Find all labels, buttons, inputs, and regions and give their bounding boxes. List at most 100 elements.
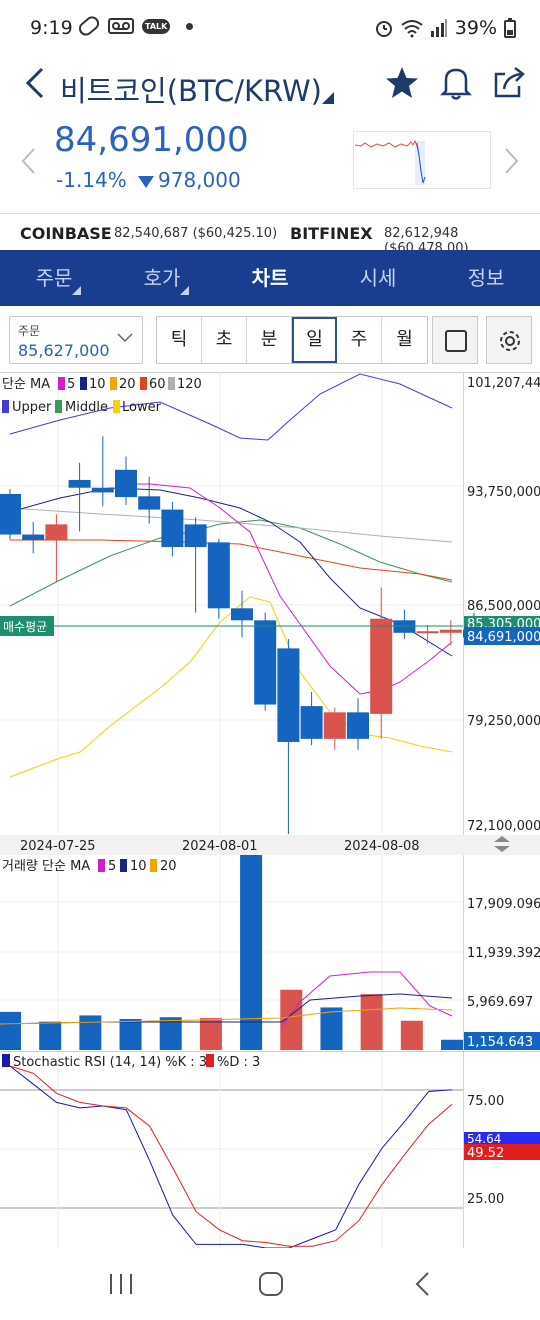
tab-info[interactable]: 정보 [432, 250, 540, 306]
down-triangle-icon [138, 175, 154, 188]
candle-body [138, 496, 161, 510]
bollinger-middle-line [9, 519, 453, 607]
ma10-swatch [80, 377, 87, 390]
date-tick-0: 2024-07-25 [20, 839, 96, 854]
tab-menu-indicator-icon [72, 286, 81, 295]
volume-ma20-line [0, 1007, 453, 1025]
tab-order[interactable]: 주문 [0, 250, 108, 306]
home-icon[interactable] [256, 1270, 286, 1298]
period-minute[interactable]: 분 [247, 317, 292, 363]
stoch-k-value: 54.64 [467, 1132, 501, 1146]
chevron-down-icon [117, 333, 133, 343]
nav-back-icon[interactable] [408, 1270, 438, 1298]
tab-chart[interactable]: 차트 [216, 250, 324, 306]
volume-ma5-line [281, 971, 453, 1027]
system-nav-bar [0, 1248, 540, 1320]
volume-bar [360, 994, 383, 1050]
vol-ma20-swatch [150, 859, 157, 872]
avg-buy-label: 매수평균 [3, 620, 47, 634]
stoch-axis: 75.00 25.00 [467, 1094, 504, 1207]
tab-market[interactable]: 시세 [324, 250, 432, 306]
vol-ma5-legend: 5 [108, 859, 116, 874]
main-legend: 단순 MA 5 10 20 60 120 Upper Middle Lower [2, 377, 202, 415]
ma5-legend: 5 [67, 377, 75, 392]
volume-bar [119, 1018, 142, 1050]
tab-order-label: 주문 [35, 266, 73, 290]
candle-body [439, 629, 462, 633]
candle-body [22, 534, 45, 540]
volume-bar [280, 989, 303, 1050]
stoch-legend: Stochastic RSI (14, 14) %K : 3 %D : 3 [2, 1054, 260, 1070]
previous-coin-icon[interactable] [18, 146, 40, 176]
vol-ma20-legend: 20 [160, 859, 177, 874]
change-amount: 978,000 [158, 168, 241, 192]
volume-bar [159, 1017, 182, 1050]
tab-market-label: 시세 [359, 266, 397, 290]
lower-legend: Lower [122, 400, 162, 415]
battery-percent: 39% [454, 17, 497, 39]
stoch-tick-75: 75.00 [467, 1094, 504, 1109]
order-price-select[interactable]: 주문 85,627,000 [9, 316, 143, 364]
volume-bar [199, 1018, 222, 1050]
tab-orderbook[interactable]: 호가 [108, 250, 216, 306]
bell-icon[interactable] [438, 64, 474, 102]
page-title[interactable]: 비트코인(BTC/KRW) [60, 74, 322, 108]
chart-svg[interactable]: 매수평균 단순 MA 5 10 20 60 120 Upper Middle L… [0, 372, 540, 1249]
exchange-value-coinbase: 82,540,687 ($60,425.10) [114, 226, 278, 241]
exchange-name-coinbase: COINBASE [20, 224, 112, 243]
ma-60-line [10, 539, 453, 581]
candle-body [300, 706, 323, 739]
chart-settings-button[interactable] [486, 316, 532, 364]
ma60-swatch [140, 377, 147, 390]
volume-bar [240, 855, 263, 1050]
status-time: 9:19 [30, 17, 73, 39]
period-day[interactable]: 일 [292, 317, 337, 363]
volume-last-value: 1,154.643 [467, 1035, 533, 1050]
date-tick-2: 2024-08-08 [344, 839, 420, 854]
resize-handle-icon[interactable] [494, 836, 510, 852]
stoch-d-value: 49.52 [467, 1146, 504, 1161]
tab-menu-indicator-icon [180, 286, 189, 295]
bollinger-lower-line [9, 596, 453, 778]
wifi-icon [401, 20, 423, 38]
favorite-star-icon[interactable] [384, 64, 420, 102]
divider [0, 213, 540, 214]
price-tick-1: 93,750,000 [467, 485, 540, 500]
candle-body [277, 648, 300, 742]
change-percent: -1.14% [56, 168, 127, 192]
period-second[interactable]: 초 [202, 317, 247, 363]
system-icons: 39% [374, 17, 516, 39]
volume-bars [0, 855, 463, 1050]
back-arrow-icon[interactable] [20, 66, 50, 100]
ma60-legend: 60 [149, 377, 166, 392]
ma120-swatch [168, 377, 175, 390]
stoch-tick-25: 25.00 [467, 1192, 504, 1207]
stoch-d-swatch [206, 1054, 214, 1067]
stoch-legend-label: Stochastic RSI (14, 14) %K : 3 [13, 1055, 207, 1070]
draw-tool-button[interactable] [432, 316, 478, 364]
title-dropdown-icon[interactable] [322, 92, 334, 104]
next-coin-icon[interactable] [500, 146, 522, 176]
period-tick[interactable]: 틱 [157, 317, 202, 363]
period-month[interactable]: 월 [396, 329, 413, 350]
period-week[interactable]: 주 [337, 317, 382, 363]
avg-price-tag [464, 616, 540, 630]
gear-icon [500, 331, 520, 351]
volume-bar [0, 1011, 21, 1050]
candle-body [115, 469, 137, 498]
avg-buy-tag [0, 616, 54, 636]
order-price-value: 85,627,000 [18, 341, 110, 360]
price-tick-4: 72,100,000 [467, 819, 540, 834]
stoch-k-swatch [2, 1054, 10, 1067]
stoch-d-tag [464, 1144, 540, 1160]
volume-bar [320, 1007, 343, 1050]
candle-body [370, 618, 393, 714]
volume-bar [441, 1039, 463, 1050]
indicator-lines [9, 373, 453, 778]
recent-apps-icon[interactable] [106, 1270, 136, 1298]
upper-swatch [2, 400, 9, 413]
share-icon[interactable] [492, 64, 528, 102]
battery-icon [504, 18, 516, 38]
chart-area[interactable]: 매수평균 단순 MA 5 10 20 60 120 Upper Middle L… [0, 372, 540, 1249]
signal-icon [430, 19, 447, 37]
